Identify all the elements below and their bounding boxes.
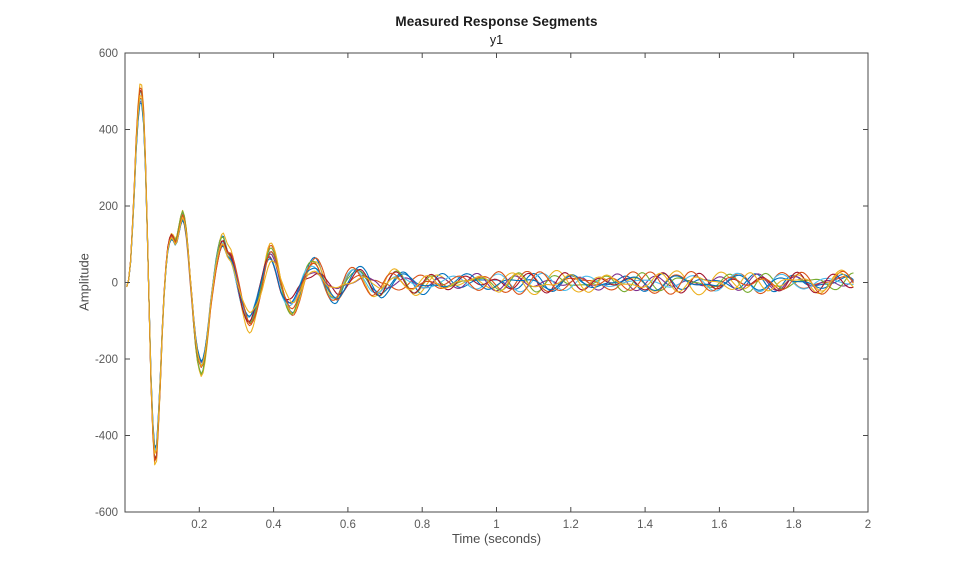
x-tick-label: 0.6	[340, 519, 356, 531]
y-tick-label: 600	[99, 48, 118, 60]
x-tick-label: 1.8	[786, 519, 802, 531]
x-tick-label: 1.2	[563, 519, 579, 531]
x-tick-label: 0.2	[191, 519, 207, 531]
chart-title: Measured Response Segments	[395, 14, 598, 29]
x-tick-label: 1.6	[711, 519, 727, 531]
x-tick-label: 0.4	[266, 519, 283, 531]
x-tick-label: 2	[865, 519, 871, 531]
x-tick-label: 1	[493, 519, 499, 531]
y-tick-label: 0	[112, 278, 118, 290]
y-tick-label: -400	[95, 431, 118, 443]
series-line-segment-7	[126, 89, 854, 461]
y-tick-label: -200	[95, 354, 118, 366]
y-tick-label: -600	[95, 507, 118, 519]
y-tick-label: 400	[99, 125, 118, 137]
x-axis-label: Time (seconds)	[451, 531, 542, 546]
series-line-segment-3	[126, 83, 854, 466]
series-line-segment-9	[126, 87, 854, 462]
x-tick-label: 1.4	[637, 519, 654, 531]
series-line-segment-10	[126, 94, 854, 455]
y-tick-label: 200	[99, 201, 118, 213]
chart-subtitle: y1	[489, 33, 504, 47]
x-tick-label: 0.8	[414, 519, 430, 531]
series-line-segment-8	[126, 102, 854, 449]
